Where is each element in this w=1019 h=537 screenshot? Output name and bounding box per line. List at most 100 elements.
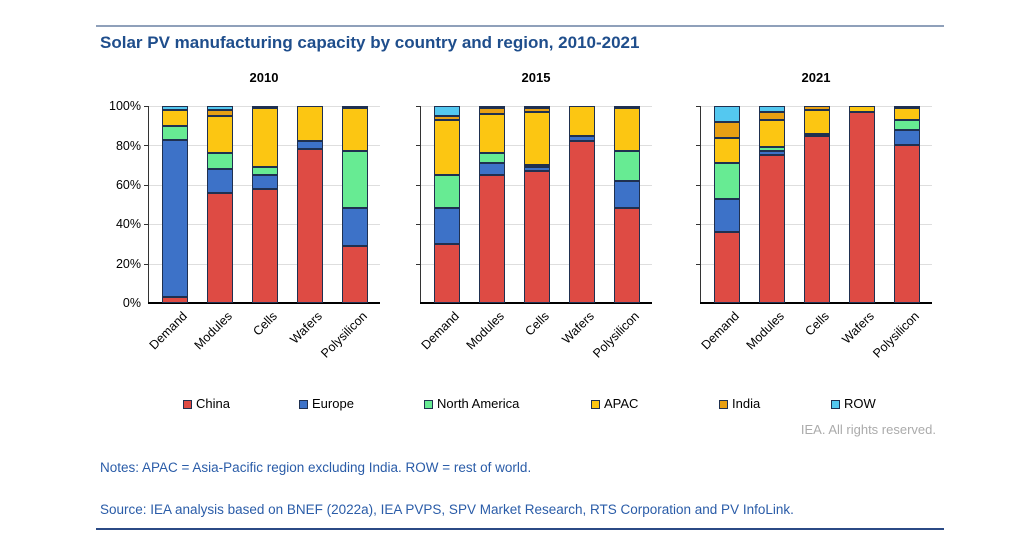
bar-segment-europe [804, 133, 830, 136]
x-axis-line [700, 302, 932, 304]
chart-panel-2010: 2010 Demand Modules Cells Wafers Polysilicon [144, 70, 380, 400]
bar-segment-india [524, 108, 550, 112]
x-axis-label-modules: Modules [743, 309, 787, 353]
y-tick-mark [416, 224, 420, 226]
x-axis-label-wafers: Wafers [559, 309, 597, 347]
legend-item-china: China [183, 396, 230, 411]
bar-segment-apac [162, 109, 188, 126]
stacked-bar-modules [759, 106, 785, 303]
bar-segment-india [479, 108, 505, 114]
y-axis-label: 60% [115, 178, 141, 192]
bar-segment-north-america [479, 153, 505, 164]
x-axis-label-polysilicon: Polysilicon [870, 309, 922, 361]
y-axis-label: 80% [115, 139, 141, 153]
bar-segment-europe [569, 135, 595, 142]
bar-segment-china [849, 111, 875, 303]
bar-segment-north-america [252, 167, 278, 175]
x-axis-label-polysilicon: Polysilicon [590, 309, 642, 361]
legend-swatch-north-america [424, 400, 433, 409]
bar-segment-india [434, 115, 460, 120]
bar-segment-china [569, 141, 595, 303]
notes-text: Notes: APAC = Asia-Pacific region exclud… [100, 460, 532, 475]
bar-segment-row [714, 106, 740, 122]
bar-segment-apac [804, 109, 830, 134]
bar-segment-north-america [614, 151, 640, 181]
y-tick-mark [696, 145, 700, 147]
source-text: Source: IEA analysis based on BNEF (2022… [100, 502, 794, 517]
bar-segment-apac [569, 106, 595, 136]
bar-segment-apac [614, 108, 640, 152]
legend-swatch-europe [299, 400, 308, 409]
page-title: Solar PV manufacturing capacity by count… [100, 33, 640, 52]
bar-segment-europe [479, 163, 505, 175]
bar-segment-china [252, 188, 278, 303]
bar-segment-europe [614, 180, 640, 209]
bar-segment-row [162, 106, 188, 110]
bar-segment-india [614, 106, 640, 108]
bar-segment-china [297, 149, 323, 303]
y-tick-mark [696, 224, 700, 226]
bar-segment-apac [849, 106, 875, 112]
bar-segment-china [894, 145, 920, 303]
y-tick-mark [144, 106, 148, 107]
bar-segment-europe [297, 141, 323, 150]
bar-segment-europe [714, 198, 740, 233]
x-axis-label-cells: Cells [522, 309, 552, 339]
stacked-bar-wafers [849, 106, 875, 303]
bar-segment-apac [297, 106, 323, 142]
stacked-bar-demand [162, 106, 188, 303]
bar-segment-china [614, 208, 640, 303]
bar-segment-europe [434, 208, 460, 244]
y-tick-mark [416, 263, 420, 265]
stacked-bar-modules [479, 106, 505, 303]
x-axis-label-demand: Demand [418, 309, 462, 353]
chart-panel-2015: 2015 Demand Modules Cells Wafers Polysilicon [416, 70, 652, 400]
bar-segment-india [759, 111, 785, 120]
bar-segment-china [162, 297, 188, 303]
bar-segment-china [804, 135, 830, 303]
y-axis-label: 20% [115, 257, 141, 271]
bar-segment-north-america [759, 147, 785, 152]
plot-area-2015 [416, 106, 652, 304]
stacked-bar-cells [524, 106, 550, 303]
bar-segment-china [479, 174, 505, 303]
y-axis-line [700, 106, 701, 303]
bar-segment-row [894, 106, 920, 108]
y-tick-mark [416, 184, 420, 186]
x-axis-label-modules: Modules [191, 309, 235, 353]
bar-segment-europe [894, 129, 920, 146]
bar-segment-row [759, 106, 785, 112]
stacked-bar-polysilicon [342, 106, 368, 303]
bar-segment-china [714, 232, 740, 303]
bar-segment-row [207, 106, 233, 110]
x-axis-label-wafers: Wafers [287, 309, 325, 347]
bar-segment-north-america [207, 153, 233, 170]
bar-segment-apac [342, 108, 368, 152]
bar-segment-apac [434, 119, 460, 175]
bar-segment-europe [252, 174, 278, 189]
panel-title-2010: 2010 [249, 70, 279, 85]
y-tick-mark [696, 184, 700, 186]
bar-segment-india [252, 106, 278, 108]
legend-label: APAC [604, 396, 639, 411]
bar-segment-europe [342, 208, 368, 246]
stacked-bar-polysilicon [614, 106, 640, 303]
bar-segment-europe [162, 139, 188, 298]
x-axis-label-cells: Cells [802, 309, 832, 339]
bar-segment-india [207, 109, 233, 116]
y-axis-line [148, 106, 149, 303]
y-tick-mark [144, 184, 148, 186]
bar-segment-row [342, 106, 368, 108]
stacked-bar-cells [804, 106, 830, 303]
bar-segment-north-america [894, 119, 920, 130]
top-divider [96, 25, 944, 27]
bar-segment-apac [759, 119, 785, 148]
bar-segment-apac [524, 111, 550, 166]
legend-item-north-america: North America [424, 396, 519, 411]
legend-label: ROW [844, 396, 876, 411]
bar-segment-china [342, 245, 368, 303]
chart-panel-2021: 2021 Demand Modules Cells Wafers Polysilicon [696, 70, 932, 400]
x-axis-line [420, 302, 652, 304]
x-axis-label-cells: Cells [250, 309, 280, 339]
